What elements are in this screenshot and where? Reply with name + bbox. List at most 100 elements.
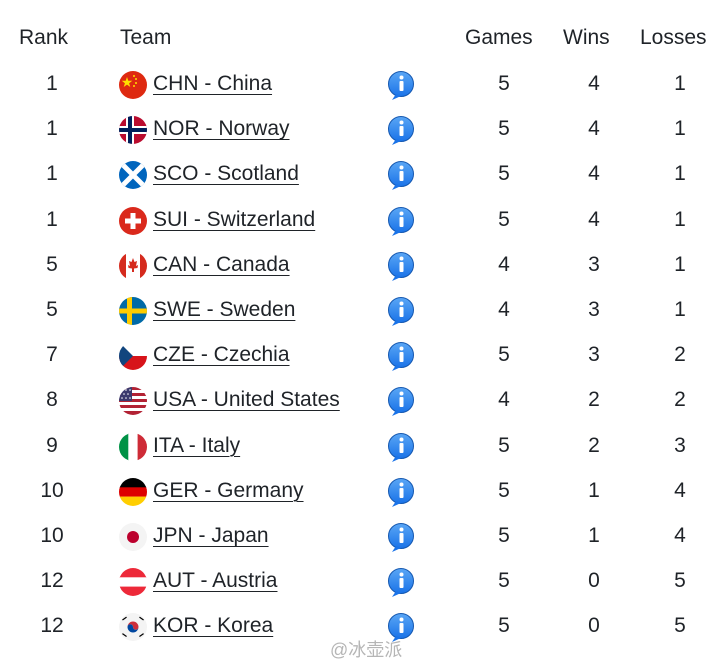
team-link[interactable]: AUT - Austria <box>153 569 278 593</box>
team-link[interactable]: CHN - China <box>153 72 273 95</box>
info-icon[interactable] <box>386 250 416 282</box>
team-link[interactable]: SCO - Scotland <box>153 162 299 186</box>
team-link[interactable]: CAN - Canada <box>153 252 290 276</box>
watermark: @冰壶派 <box>330 640 403 660</box>
wins-cell: 4 <box>588 162 600 186</box>
games-cell: 5 <box>498 207 510 231</box>
canada-flag-icon <box>119 251 147 280</box>
table-row: 1 SCO - Scotland 5 4 1 <box>0 152 720 197</box>
rank-cell: 1 <box>46 117 58 141</box>
info-icon[interactable] <box>386 611 416 643</box>
scotland-flag-icon <box>119 161 147 190</box>
wins-cell: 3 <box>588 298 600 321</box>
wins-cell: 0 <box>588 614 600 638</box>
info-icon[interactable] <box>386 69 416 101</box>
info-icon[interactable] <box>386 566 416 598</box>
header-losses[interactable]: Losses <box>640 26 707 49</box>
table-row: 10 GER - Germany 5 1 4 <box>0 469 720 514</box>
losses-cell: 4 <box>674 524 686 547</box>
games-cell: 4 <box>498 388 510 412</box>
team-link[interactable]: KOR - Korea <box>153 614 274 638</box>
wins-cell: 3 <box>588 343 600 367</box>
wins-cell: 1 <box>588 478 600 502</box>
header-games[interactable]: Games <box>465 26 533 49</box>
losses-cell: 1 <box>674 252 686 276</box>
wins-cell: 0 <box>588 569 600 593</box>
games-cell: 5 <box>498 433 510 457</box>
losses-cell: 3 <box>674 433 686 457</box>
games-cell: 5 <box>498 72 510 95</box>
header-wins[interactable]: Wins <box>563 26 610 49</box>
team-link[interactable]: USA - United States <box>153 388 340 412</box>
rank-cell: 1 <box>46 72 58 95</box>
header-team[interactable]: Team <box>120 26 172 49</box>
rank-cell: 5 <box>46 252 58 276</box>
rank-cell: 7 <box>46 343 58 367</box>
info-icon[interactable] <box>386 431 416 463</box>
games-cell: 4 <box>498 252 510 276</box>
info-icon[interactable] <box>386 340 416 372</box>
wins-cell: 3 <box>588 252 600 276</box>
info-icon[interactable] <box>386 159 416 191</box>
rank-cell: 8 <box>46 388 58 412</box>
wins-cell: 4 <box>588 117 600 141</box>
table-row: 10 JPN - Japan 5 1 4 <box>0 514 720 559</box>
rank-cell: 10 <box>40 524 64 547</box>
germany-flag-icon <box>119 477 147 506</box>
info-icon[interactable] <box>386 205 416 237</box>
sweden-flag-icon <box>119 297 147 325</box>
rank-cell: 12 <box>40 569 64 593</box>
wins-cell: 4 <box>588 207 600 231</box>
italy-flag-icon <box>119 432 147 461</box>
team-link[interactable]: ITA - Italy <box>153 433 241 457</box>
table-row: 7 CZE - Czechia 5 3 2 <box>0 333 720 378</box>
header-rank[interactable]: Rank <box>19 26 69 49</box>
losses-cell: 4 <box>674 478 686 502</box>
table-row: 1 SUI - Switzerland 5 4 1 <box>0 198 720 243</box>
table-row: 12 AUT - Austria 5 0 5 <box>0 559 720 604</box>
team-link[interactable]: SUI - Switzerland <box>153 207 316 231</box>
wins-cell: 2 <box>588 433 600 457</box>
team-link[interactable]: JPN - Japan <box>153 524 269 547</box>
table-row: 5 CAN - Canada 4 3 1 <box>0 243 720 288</box>
rank-cell: 5 <box>46 298 58 321</box>
team-link[interactable]: GER - Germany <box>153 478 304 502</box>
games-cell: 5 <box>498 162 510 186</box>
korea-flag-icon <box>119 613 147 642</box>
losses-cell: 2 <box>674 343 686 367</box>
wins-cell: 4 <box>588 72 600 95</box>
losses-cell: 1 <box>674 162 686 186</box>
rank-cell: 12 <box>40 614 64 638</box>
info-icon[interactable] <box>386 295 416 327</box>
norway-flag-icon <box>119 116 147 145</box>
losses-cell: 5 <box>674 614 686 638</box>
table-row: 8 USA - United States 4 2 2 <box>0 378 720 423</box>
wins-cell: 2 <box>588 388 600 412</box>
games-cell: 5 <box>498 117 510 141</box>
losses-cell: 1 <box>674 298 686 321</box>
table-row: 1 CHN - China 5 4 1 <box>0 62 720 107</box>
table-header: Rank Team Games Wins Losses <box>0 0 720 62</box>
team-link[interactable]: SWE - Sweden <box>153 298 296 321</box>
czechia-flag-icon <box>119 342 147 371</box>
losses-cell: 1 <box>674 117 686 141</box>
losses-cell: 2 <box>674 388 686 412</box>
games-cell: 5 <box>498 614 510 638</box>
rank-cell: 10 <box>40 478 64 502</box>
switzerland-flag-icon <box>119 206 147 235</box>
info-icon[interactable] <box>386 476 416 508</box>
info-icon[interactable] <box>386 114 416 146</box>
info-icon[interactable] <box>386 385 416 417</box>
info-icon[interactable] <box>386 521 416 553</box>
standings-table: Rank Team Games Wins Losses 1 CHN - Chin… <box>0 0 720 643</box>
rank-cell: 1 <box>46 162 58 186</box>
losses-cell: 1 <box>674 207 686 231</box>
usa-flag-icon <box>119 387 147 416</box>
games-cell: 5 <box>498 343 510 367</box>
rank-cell: 1 <box>46 207 58 231</box>
table-row: 9 ITA - Italy 5 2 3 <box>0 424 720 469</box>
games-cell: 5 <box>498 524 510 547</box>
table-row: 1 NOR - Norway 5 4 1 <box>0 107 720 152</box>
team-link[interactable]: NOR - Norway <box>153 117 290 141</box>
team-link[interactable]: CZE - Czechia <box>153 343 290 367</box>
